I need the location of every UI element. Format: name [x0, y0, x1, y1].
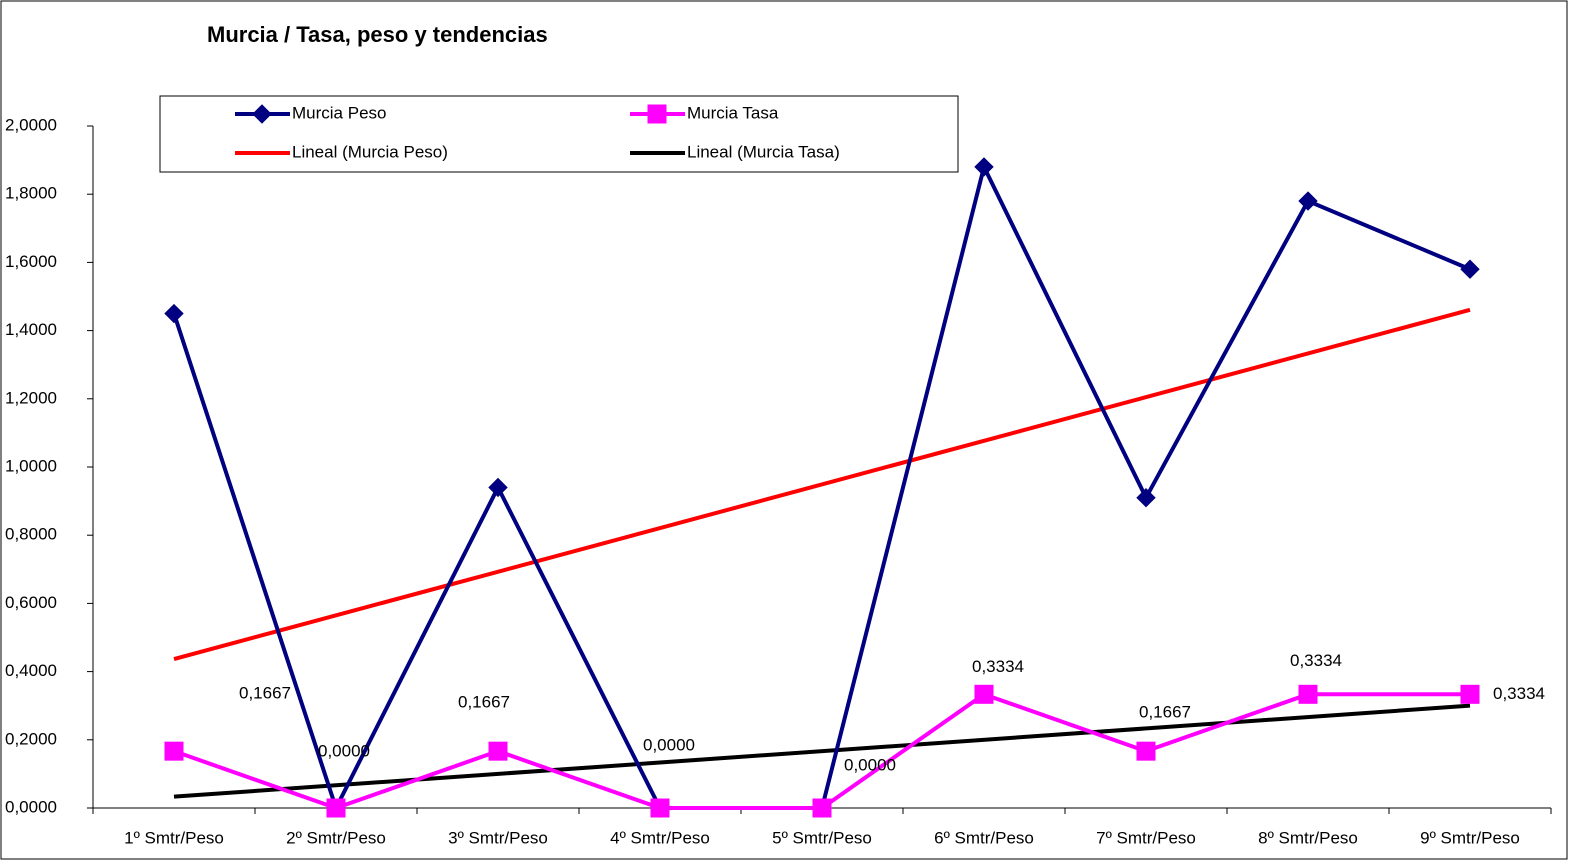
- marker: [1136, 741, 1156, 761]
- data-label: 0,3334: [1493, 684, 1545, 703]
- marker: [1298, 684, 1318, 704]
- data-label: 0,3334: [972, 657, 1024, 676]
- legend-label: Murcia Tasa: [687, 103, 779, 122]
- trendline: [173, 307, 1471, 661]
- x-tick-label: 3º Smtr/Peso: [448, 828, 548, 847]
- legend-label: Lineal (Murcia Peso): [292, 142, 448, 161]
- trendline: [173, 703, 1471, 799]
- y-tick-label: 1,6000: [5, 252, 57, 271]
- marker: [164, 303, 184, 324]
- data-label: 0,1667: [239, 684, 291, 703]
- x-tick-label: 5º Smtr/Peso: [772, 828, 872, 847]
- x-tick-label: 4º Smtr/Peso: [610, 828, 710, 847]
- marker: [488, 477, 508, 498]
- y-tick-label: 1,0000: [5, 456, 57, 475]
- marker: [812, 798, 832, 818]
- y-tick-label: 1,4000: [5, 320, 57, 339]
- marker: [974, 684, 994, 704]
- data-label: 0,0000: [643, 735, 695, 754]
- marker: [164, 741, 184, 761]
- marker: [650, 798, 670, 818]
- y-tick-label: 0,2000: [5, 729, 57, 748]
- legend-label: Murcia Peso: [292, 103, 386, 122]
- marker: [326, 798, 346, 818]
- x-tick-label: 6º Smtr/Peso: [934, 828, 1034, 847]
- data-label: 0,0000: [844, 755, 896, 774]
- y-tick-label: 0,0000: [5, 797, 57, 816]
- marker: [647, 104, 667, 124]
- x-tick-label: 9º Smtr/Peso: [1420, 828, 1520, 847]
- y-tick-label: 1,8000: [5, 184, 57, 203]
- y-tick-label: 0,8000: [5, 525, 57, 544]
- marker: [252, 104, 272, 124]
- data-label: 0,1667: [1139, 703, 1191, 722]
- marker: [1136, 487, 1156, 508]
- y-tick-label: 0,4000: [5, 661, 57, 680]
- marker: [974, 157, 994, 177]
- x-tick-label: 8º Smtr/Peso: [1258, 828, 1358, 847]
- legend-box: [159, 95, 959, 173]
- data-label: 0,1667: [458, 693, 510, 712]
- marker: [488, 741, 508, 761]
- marker: [1460, 259, 1480, 279]
- x-tick-label: 2º Smtr/Peso: [286, 828, 386, 847]
- x-tick-label: 7º Smtr/Peso: [1096, 828, 1196, 847]
- y-tick-label: 0,6000: [5, 593, 57, 612]
- y-tick-label: 1,2000: [5, 388, 57, 407]
- marker: [1460, 684, 1480, 704]
- data-label: 0,0000: [318, 741, 370, 760]
- marker: [1298, 191, 1318, 211]
- x-tick-label: 1º Smtr/Peso: [124, 828, 224, 847]
- legend-label: Lineal (Murcia Tasa): [687, 142, 840, 161]
- chart-title: Murcia / Tasa, peso y tendencias: [207, 22, 548, 47]
- y-tick-label: 2,0000: [5, 115, 57, 134]
- data-label: 0,3334: [1290, 651, 1342, 670]
